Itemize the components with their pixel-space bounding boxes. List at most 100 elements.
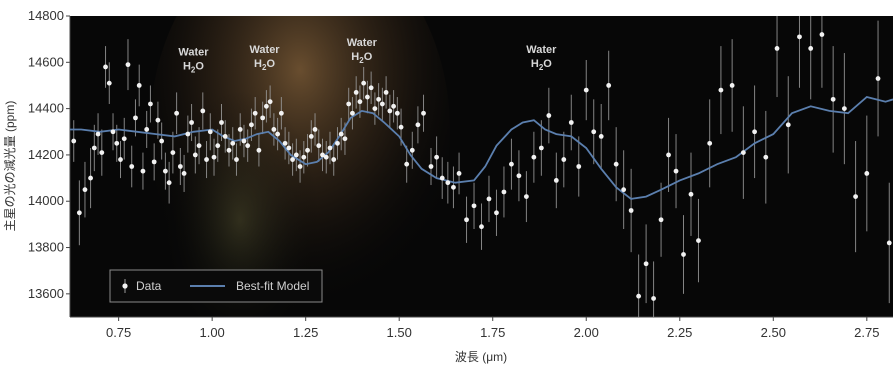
data-point — [568, 120, 574, 125]
data-point — [293, 152, 299, 158]
data-point — [215, 143, 221, 149]
data-point — [226, 147, 232, 153]
data-point — [252, 110, 258, 116]
data-point — [752, 129, 757, 135]
data-point — [486, 196, 492, 202]
data-point — [471, 203, 477, 209]
data-point — [174, 110, 180, 116]
y-tick-label: 13600 — [28, 286, 64, 301]
data-point — [853, 194, 858, 200]
data-point — [211, 154, 217, 160]
data-point — [331, 157, 337, 162]
data-point — [357, 99, 363, 105]
water-annotation-formula: H2O — [254, 58, 275, 72]
data-point — [114, 140, 120, 146]
data-point — [501, 189, 507, 195]
data-point — [133, 115, 138, 121]
x-tick-label: 0.75 — [106, 325, 131, 340]
data-point — [404, 161, 410, 167]
data-point — [82, 187, 88, 193]
data-point — [121, 136, 127, 142]
data-point — [155, 117, 161, 123]
data-point — [282, 140, 288, 146]
data-point — [681, 252, 686, 257]
data-point — [148, 101, 153, 107]
data-point — [576, 164, 582, 169]
data-point — [162, 168, 168, 174]
legend-model-label: Best-fit Model — [236, 279, 309, 293]
data-point — [290, 157, 295, 162]
x-tick-label: 2.25 — [667, 325, 692, 340]
data-point — [415, 122, 421, 128]
water-annotation-formula: H2O — [351, 51, 372, 65]
data-point — [763, 154, 769, 160]
data-point — [421, 110, 426, 116]
x-tick-label: 1.50 — [387, 325, 412, 340]
data-point — [546, 113, 552, 118]
data-point — [387, 108, 393, 114]
data-point — [144, 127, 150, 132]
y-tick-label: 14200 — [28, 147, 64, 162]
data-point — [479, 224, 484, 230]
data-point — [140, 168, 146, 174]
best-fit-model-line — [70, 96, 893, 200]
data-point — [531, 154, 537, 160]
data-point — [71, 138, 77, 144]
data-point — [598, 134, 604, 139]
data-point — [886, 240, 892, 246]
data-point — [249, 122, 254, 128]
data-point — [230, 140, 236, 146]
data-point — [673, 168, 679, 174]
data-point — [553, 177, 559, 183]
data-point — [740, 150, 746, 156]
data-point — [241, 138, 247, 144]
data-point — [260, 115, 266, 121]
data-point — [643, 261, 649, 267]
data-point — [88, 175, 93, 181]
legend-data-marker — [122, 283, 128, 289]
data-point — [819, 32, 825, 37]
data-point — [350, 110, 355, 116]
data-point — [797, 34, 802, 40]
data-point — [219, 120, 224, 125]
data-point — [591, 129, 597, 135]
data-point — [196, 143, 202, 149]
legend-data-label: Data — [136, 279, 162, 293]
data-point — [464, 217, 469, 223]
data-point — [368, 85, 374, 91]
data-point — [245, 143, 251, 149]
data-point — [301, 154, 307, 160]
formula-h: H — [254, 58, 262, 70]
data-point — [207, 129, 213, 135]
data-point — [606, 83, 612, 88]
data-point — [271, 127, 277, 132]
model-layer — [70, 96, 893, 200]
data-point — [323, 154, 329, 160]
data-point — [538, 145, 544, 151]
data-point — [353, 90, 359, 95]
data-point — [305, 147, 310, 153]
data-point — [409, 147, 415, 153]
formula-h: H — [351, 51, 359, 63]
data-point — [286, 145, 292, 151]
data-point — [379, 101, 385, 107]
data-point — [267, 99, 273, 105]
y-tick-label: 13800 — [28, 240, 64, 255]
formula-subscript: 2 — [539, 63, 544, 72]
data-point — [151, 159, 157, 165]
data-point — [125, 62, 131, 68]
data-point — [864, 171, 870, 176]
data-point — [383, 90, 389, 95]
data-point — [516, 173, 522, 179]
data-point — [561, 157, 567, 162]
x-tick-label: 1.00 — [199, 325, 224, 340]
data-point — [237, 127, 243, 132]
data-point — [451, 184, 456, 190]
data-point — [523, 194, 529, 200]
data-point — [428, 164, 434, 169]
axes: 13600 13800 14000 14200 14400 14600 14800 0.75 1… — [28, 8, 893, 340]
data-point — [696, 238, 701, 243]
